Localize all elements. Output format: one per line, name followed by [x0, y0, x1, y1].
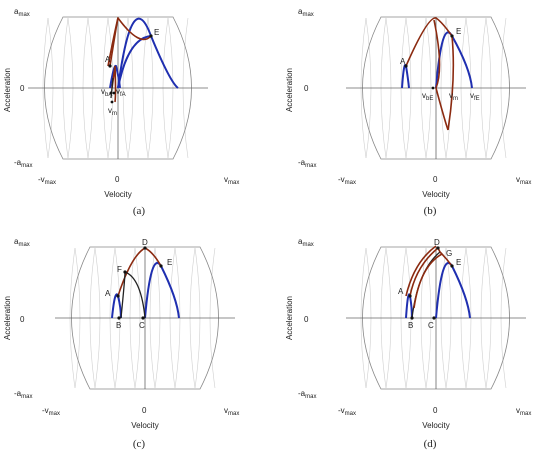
ytick-zero: 0: [304, 84, 309, 93]
ytick-top: amax: [298, 237, 314, 248]
xlabel: Velocity: [104, 190, 132, 199]
caption-c: (c): [133, 438, 146, 450]
xtick-right: vmax: [224, 406, 239, 417]
xtick-left: -vmax: [338, 406, 356, 417]
caption-b: (b): [424, 205, 437, 217]
xtick-zero: 0: [433, 175, 438, 184]
ytick-zero: 0: [20, 84, 25, 93]
ylabel: Acceleration: [3, 296, 12, 340]
point-label-d: D: [434, 238, 440, 247]
point-label-c: C: [428, 321, 434, 330]
point-label-f: F: [117, 265, 122, 274]
point-label-b: B: [408, 321, 413, 330]
point-label-a: A: [400, 57, 406, 66]
xlabel: Velocity: [422, 421, 450, 430]
vm-label: vm: [108, 106, 117, 117]
point-label-c: C: [139, 321, 145, 330]
xtick-right: vmax: [516, 175, 531, 186]
xtick-right: vmax: [516, 406, 531, 417]
xlabel: Velocity: [131, 421, 159, 430]
point-label-g: G: [446, 249, 452, 258]
vfe-label: vfE: [470, 91, 480, 102]
point-label-a: A: [105, 55, 111, 64]
ytick-top: amax: [14, 7, 30, 18]
caption-a: (a): [133, 205, 146, 217]
point-label-a: A: [398, 287, 404, 296]
point-label-e: E: [456, 258, 461, 267]
caption-d: (d): [424, 438, 437, 450]
ytick-bottom: -amax: [298, 158, 316, 169]
trajectory-e-curve: [117, 17, 179, 89]
point-label-d: D: [142, 238, 148, 247]
panel-d: A B C D E G amax 0 -amax -vmax 0 vmax Ve…: [285, 237, 531, 450]
ytick-bottom: -amax: [14, 389, 32, 400]
panel-a: A E vbA vfA vm amax 0 -amax -vmax 0 vmax…: [3, 7, 239, 217]
panel-b: A E vbE vm vfE amax 0 -amax -vmax 0 vmax…: [285, 7, 531, 217]
ytick-top: amax: [14, 237, 30, 248]
xtick-left: -vmax: [338, 175, 356, 186]
xtick-left: -vmax: [38, 175, 56, 186]
panel-c: A B C D E F amax 0 -amax -vmax 0 vmax Ve…: [3, 237, 239, 450]
point-label-a: A: [105, 289, 111, 298]
ytick-zero: 0: [20, 315, 25, 324]
xtick-right: vmax: [224, 175, 239, 186]
ylabel: Acceleration: [285, 68, 294, 112]
ytick-bottom: -amax: [298, 389, 316, 400]
vm-label: vm: [449, 91, 458, 102]
ylabel: Acceleration: [285, 296, 294, 340]
point-label-e: E: [456, 27, 461, 36]
point-label-e: E: [167, 258, 172, 267]
ytick-top: amax: [298, 7, 314, 18]
vbe-label: vbE: [422, 91, 433, 102]
point-label-e: E: [154, 28, 159, 37]
ytick-bottom: -amax: [14, 158, 32, 169]
xlabel: Velocity: [422, 190, 450, 199]
point-label-b: B: [116, 321, 121, 330]
vfa-label: vfA: [116, 87, 126, 98]
xtick-zero: 0: [142, 406, 147, 415]
ylabel: Acceleration: [3, 68, 12, 112]
vba-label: vbA: [101, 87, 112, 98]
xtick-zero: 0: [115, 175, 120, 184]
ytick-zero: 0: [304, 315, 309, 324]
xtick-left: -vmax: [42, 406, 60, 417]
xtick-zero: 0: [433, 406, 438, 415]
